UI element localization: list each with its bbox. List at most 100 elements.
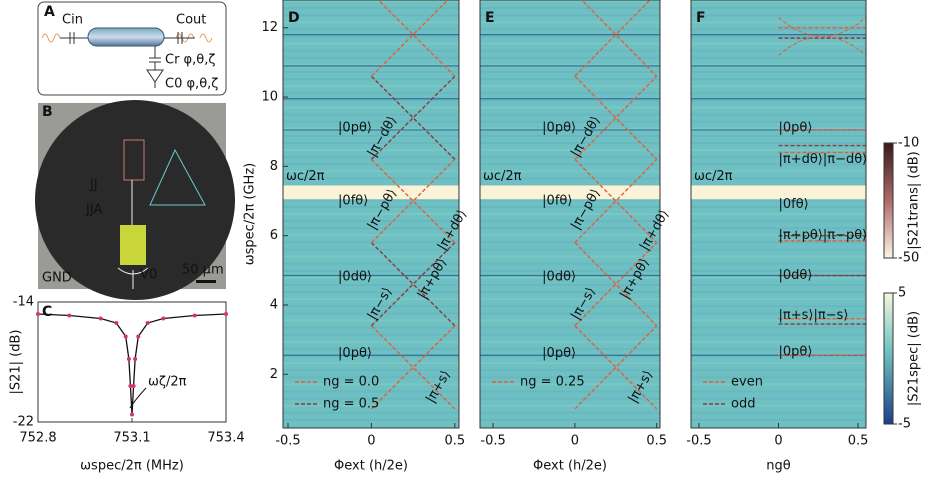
y-tick-label: -22 <box>13 415 34 430</box>
noise-stripe <box>691 120 866 123</box>
y-tick-label: 4 <box>270 297 278 312</box>
noise-stripe <box>691 255 866 258</box>
panel-a-frame <box>37 1 227 96</box>
noise-stripe <box>283 298 459 301</box>
noise-stripe <box>691 312 866 315</box>
noise-stripe <box>283 71 459 73</box>
c-0: C0 φ,θ,ζ <box>165 77 218 92</box>
noise-stripe <box>691 78 866 81</box>
state-label: |0pθ⟩ <box>338 121 372 136</box>
noise-stripe <box>283 312 459 315</box>
noise-stripe <box>480 142 660 144</box>
noise-stripe <box>283 113 459 116</box>
state-label: |0pθ⟩ <box>779 344 813 359</box>
state-label: |0pθ⟩ <box>779 121 813 136</box>
x-tick-label: 0 <box>774 434 782 449</box>
noise-stripe <box>691 134 866 137</box>
noise-stripe <box>480 99 660 102</box>
data-point <box>133 357 138 361</box>
noise-stripe <box>283 127 459 130</box>
noise-stripe <box>283 14 459 17</box>
noise-stripe <box>283 163 459 166</box>
triangle-inset <box>149 148 206 206</box>
noise-stripe <box>691 241 866 244</box>
noise-stripe <box>480 291 660 294</box>
noise-stripe <box>691 284 866 286</box>
y-tick-label: -14 <box>13 295 34 310</box>
noise-stripe <box>480 326 660 329</box>
noise-stripe <box>283 390 459 393</box>
noise-stripe <box>691 0 866 2</box>
noise-stripe <box>691 142 866 144</box>
noise-stripe <box>691 383 866 386</box>
noise-stripe <box>283 56 459 59</box>
noise-stripe <box>691 227 866 230</box>
noise-stripe <box>480 120 660 123</box>
noise-stripe <box>283 411 459 414</box>
noise-stripe <box>480 213 660 215</box>
panel-label: E <box>485 10 495 26</box>
pad <box>120 225 146 265</box>
legend-label: ng = 0.25 <box>520 375 585 390</box>
noise-stripe <box>283 255 459 258</box>
noise-stripe <box>480 198 660 201</box>
noise-stripe <box>691 362 866 365</box>
data-point <box>130 412 134 417</box>
noise-stripe <box>480 205 660 208</box>
noise-stripe <box>691 340 866 343</box>
noise-stripe <box>283 49 459 52</box>
x-tick-label: -0.5 <box>275 434 300 449</box>
noise-stripe <box>480 92 660 95</box>
coupling <box>146 46 164 88</box>
annotation: ωζ/2π <box>148 375 187 390</box>
plot-frame <box>479 0 661 429</box>
noise-stripe <box>480 163 660 166</box>
cavity-band <box>480 185 660 200</box>
state-label: |π+pθ⟩|π−pθ⟩ <box>779 228 868 243</box>
noise-stripe <box>480 49 660 52</box>
noise-stripe <box>691 298 866 301</box>
noise-stripe <box>480 241 660 244</box>
theory-line <box>574 75 658 160</box>
noise-stripe <box>480 298 660 301</box>
legend-label: odd <box>731 397 755 412</box>
x-axis-label: Φext (h/2e) <box>334 459 408 474</box>
noise-stripe <box>691 291 866 294</box>
state-label: |0dθ⟩ <box>542 270 576 285</box>
noise-stripe <box>691 248 866 251</box>
noise-stripe <box>283 198 459 201</box>
spectrum <box>691 0 867 428</box>
noise-stripe <box>480 71 660 73</box>
noise-stripe <box>691 71 866 73</box>
noise-stripe <box>283 241 459 244</box>
noise-stripe <box>480 312 660 315</box>
noise-stripe <box>480 113 660 116</box>
noise-stripe <box>480 21 660 24</box>
noise-stripe <box>480 255 660 258</box>
noise-stripe <box>480 14 660 17</box>
noise-stripe <box>283 170 459 173</box>
noise-stripe <box>480 333 660 336</box>
noise-stripe <box>691 56 866 59</box>
noise-stripe <box>283 234 459 237</box>
noise-stripe <box>691 127 866 130</box>
colorbar-tick-label: -10 <box>898 136 919 151</box>
noise-stripe <box>283 227 459 230</box>
noise-stripe <box>480 262 660 265</box>
noise-stripe <box>691 63 866 66</box>
state-label: |0fθ⟩ <box>542 194 572 209</box>
noise-stripe <box>283 262 459 265</box>
y-axis-label: ωspec/2π (GHz) <box>243 163 258 265</box>
x-axis-label: Φext (h/2e) <box>533 459 607 474</box>
noise-stripe <box>283 205 459 208</box>
legend-label: ng = 0.5 <box>323 397 379 412</box>
panel-label: F <box>696 10 706 26</box>
y-tick-label: 8 <box>270 159 278 174</box>
cavity <box>87 27 165 47</box>
noise-stripe <box>691 14 866 17</box>
noise-stripe <box>480 284 660 286</box>
noise-stripe <box>480 106 660 109</box>
noise-stripe <box>691 418 866 421</box>
noise-stripe <box>283 333 459 336</box>
x-tick-label: 0 <box>571 434 579 449</box>
